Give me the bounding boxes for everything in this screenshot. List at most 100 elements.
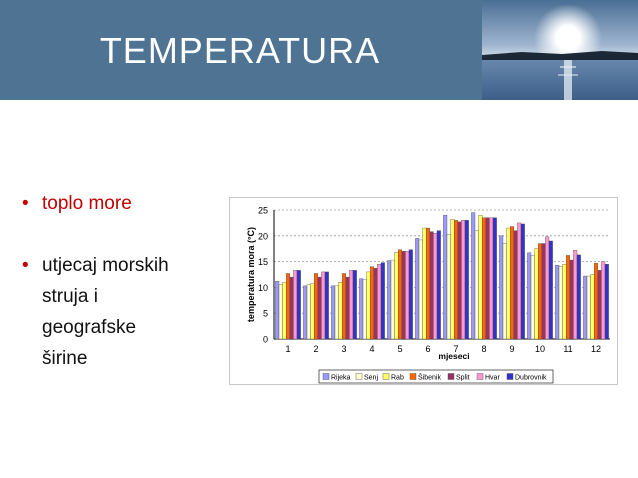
bar [492,217,497,340]
bar [334,285,339,340]
legend-label: Hvar [485,375,500,382]
bar [359,278,364,340]
bar [278,284,283,340]
x-tick-label: 10 [535,344,545,354]
bar [317,276,322,340]
sunset-photo [482,0,638,100]
bar [390,259,395,340]
legend-swatch [355,373,363,380]
bar [306,284,311,340]
bar [405,251,410,340]
bar [282,282,287,340]
bar [510,226,514,340]
x-tick-label: 8 [481,344,486,354]
bar [366,271,371,340]
bullet-text: toplo more [42,193,132,214]
legend-swatch [476,373,484,380]
bar [450,219,455,340]
bar [548,240,553,340]
bar [377,264,382,340]
bar [342,273,346,340]
bar [569,259,574,340]
legend-swatch [382,373,390,380]
legend-label: Split [456,375,470,382]
bar [429,231,434,340]
bar [387,260,392,340]
bullet-list: • toplo more • utjecaj morskih struja i … [22,190,222,374]
x-tick-label: 4 [369,344,374,354]
x-tick-label: 9 [509,344,514,354]
bar [345,276,350,340]
bar [545,236,550,340]
bar [422,227,427,340]
bar [517,222,522,340]
x-tick-label: 6 [425,344,430,354]
bar [485,217,490,340]
bar [502,243,507,340]
bar [506,227,511,340]
bar [562,264,567,340]
bar [394,252,399,340]
bullet-line: širine [42,348,88,369]
x-tick-label: 7 [453,344,458,354]
bar [513,230,518,340]
bar [426,227,430,340]
bullet-line: utjecaj morskih [42,255,169,276]
x-axis-label: mjeseci [438,351,469,361]
x-tick-label: 5 [397,344,402,354]
bar [541,243,546,340]
bar [275,281,280,340]
legend-label: Senj [364,375,378,382]
bar [527,252,532,340]
legend-swatch [447,373,455,380]
bar [398,249,402,340]
bar [436,230,441,340]
bar [293,270,298,340]
bar [415,238,420,340]
bullet-item: • utjecaj morskih struja i geografske ši… [22,250,222,374]
x-tick-label: 11 [563,344,572,354]
bar [362,279,367,340]
bar [566,255,570,340]
bar [601,261,606,340]
x-tick-label: 1 [285,344,290,354]
bar [443,214,448,340]
bar [573,250,578,340]
bar [534,248,539,340]
bar [331,285,336,340]
bar [461,220,466,340]
legend-box [318,369,554,384]
bar [338,282,343,340]
bar [471,212,476,340]
bar [401,251,406,340]
bar [555,265,560,340]
bar [464,220,469,340]
bar [321,271,326,340]
bar [530,255,535,340]
bar [370,266,374,340]
legend-swatch [506,373,514,380]
legend-swatch [409,373,417,380]
bullet-icon: • [22,255,29,276]
bar [457,221,462,340]
bar [289,276,294,340]
x-tick-label: 12 [591,344,601,354]
y-tick-label: 0 [263,335,268,345]
legend-label: Dubrovnik [515,375,547,382]
bar [303,285,308,340]
y-axis-label: temperatura mora (°C) [246,227,256,322]
bar [478,214,483,340]
bar [296,270,301,340]
bar [286,273,290,340]
bar [590,274,595,340]
bar [558,266,563,340]
y-tick-label: 5 [263,309,268,319]
bar [520,223,525,340]
slide-title: TEMPERATURA [99,30,381,71]
legend-swatch [322,373,330,380]
legend-label: Rab [391,375,404,382]
bullet-icon: • [22,193,29,214]
bar [349,270,354,340]
x-tick-label: 3 [341,344,346,354]
